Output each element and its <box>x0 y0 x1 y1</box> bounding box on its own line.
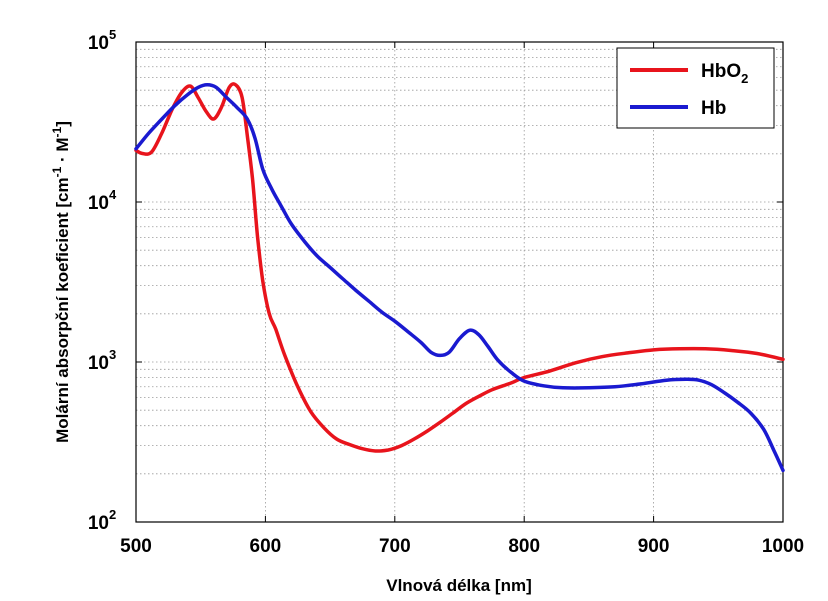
y-tick-label: 105 <box>88 27 116 54</box>
series-layer <box>134 82 785 473</box>
legend-label-hb-main: Hb <box>701 98 726 119</box>
legend-label-hb: Hb <box>701 98 726 119</box>
x-axis-label: Vlnová délka [nm] <box>386 576 531 595</box>
series-line-hbo2 <box>134 82 785 453</box>
legend-label-hbo2: HbO2 <box>701 61 748 86</box>
y-axis-label-sup2: -1 <box>50 126 64 137</box>
y-axis-label-prefix: Molární absorpční koeficient [cm <box>53 177 72 442</box>
x-tick-label: 1000 <box>762 536 804 557</box>
y-axis-label-sup1: -1 <box>50 166 64 177</box>
x-tick-label: 900 <box>638 536 670 557</box>
legend-box <box>616 47 775 129</box>
tick-labels: 500 600 700 800 900 1000 102 103 104 105 <box>88 27 804 557</box>
x-tick-label: 500 <box>120 536 152 557</box>
y-tick-label: 103 <box>88 347 116 374</box>
y-tick-label: 104 <box>88 187 117 214</box>
legend: HbO2 Hb <box>616 47 775 129</box>
y-axis-label: Molární absorpční koeficient [cm-1 · M-1… <box>50 121 72 443</box>
series-line-hb <box>134 83 785 473</box>
y-axis-label-suffix: ] <box>53 121 72 127</box>
x-tick-label: 800 <box>508 536 540 557</box>
x-tick-label: 600 <box>250 536 282 557</box>
x-tick-label: 700 <box>379 536 411 557</box>
y-tick-label: 102 <box>88 507 116 534</box>
legend-label-hbo2-main: HbO <box>701 61 741 82</box>
y-axis-label-dot: · M <box>53 137 72 166</box>
legend-label-hbo2-sub: 2 <box>741 71 748 86</box>
plot-frame <box>135 41 784 523</box>
